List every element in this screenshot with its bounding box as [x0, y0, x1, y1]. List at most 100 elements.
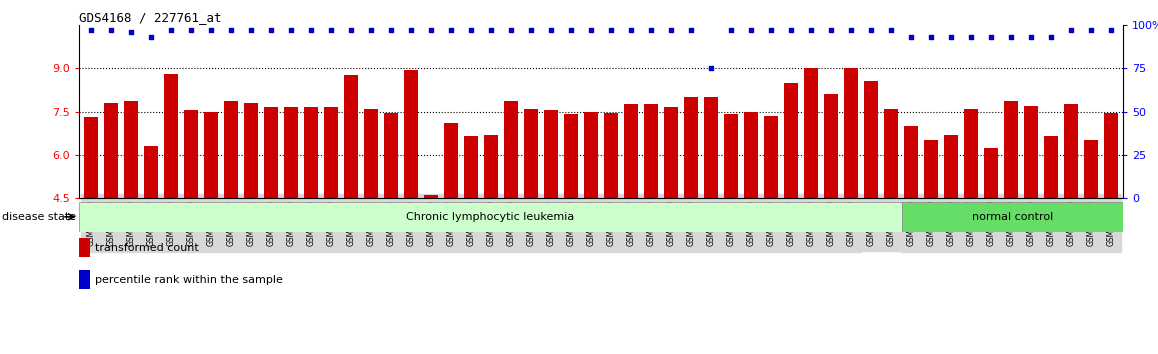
- Bar: [1064, 104, 1078, 329]
- Point: [1082, 27, 1100, 33]
- Point: [501, 27, 520, 33]
- Bar: [965, 109, 979, 329]
- Point: [602, 27, 621, 33]
- Bar: [264, 107, 278, 329]
- Bar: [444, 123, 457, 329]
- Bar: [204, 112, 218, 329]
- Point: [742, 27, 761, 33]
- Point: [182, 27, 200, 33]
- Point: [361, 27, 380, 33]
- Bar: [344, 75, 358, 329]
- Point: [462, 27, 481, 33]
- Point: [301, 27, 320, 33]
- Bar: [1105, 113, 1119, 329]
- Bar: [79, 238, 90, 257]
- Bar: [564, 114, 578, 329]
- Point: [682, 27, 701, 33]
- Point: [281, 27, 300, 33]
- Bar: [704, 97, 718, 329]
- Bar: [223, 101, 237, 329]
- Point: [902, 34, 921, 40]
- Point: [402, 27, 420, 33]
- Bar: [303, 107, 317, 329]
- Bar: [1084, 141, 1098, 329]
- Bar: [504, 101, 518, 329]
- Bar: [904, 126, 918, 329]
- Text: GDS4168 / 227761_at: GDS4168 / 227761_at: [79, 11, 221, 24]
- Point: [1062, 27, 1080, 33]
- Bar: [324, 107, 338, 329]
- Text: disease state: disease state: [2, 212, 76, 222]
- Point: [922, 34, 940, 40]
- Point: [1002, 34, 1020, 40]
- Bar: [944, 135, 958, 329]
- Bar: [684, 97, 698, 329]
- Point: [482, 27, 500, 33]
- Bar: [1004, 101, 1018, 329]
- Bar: [924, 141, 938, 329]
- Point: [322, 27, 340, 33]
- Bar: [885, 109, 899, 329]
- Bar: [384, 113, 398, 329]
- Point: [882, 27, 901, 33]
- Point: [81, 27, 100, 33]
- Point: [562, 27, 580, 33]
- Point: [622, 27, 640, 33]
- Point: [122, 29, 140, 35]
- Bar: [544, 110, 558, 329]
- Point: [982, 34, 1001, 40]
- Bar: [824, 94, 838, 329]
- Bar: [664, 107, 679, 329]
- Text: normal control: normal control: [973, 212, 1054, 222]
- Point: [581, 27, 600, 33]
- Bar: [83, 117, 97, 329]
- Point: [262, 27, 280, 33]
- Bar: [163, 74, 178, 329]
- Point: [422, 27, 440, 33]
- Point: [842, 27, 860, 33]
- Bar: [523, 109, 538, 329]
- Point: [822, 27, 841, 33]
- Bar: [364, 109, 378, 329]
- Bar: [804, 68, 818, 329]
- Point: [642, 27, 660, 33]
- Point: [342, 27, 360, 33]
- Point: [141, 34, 160, 40]
- Bar: [724, 114, 738, 329]
- Point: [382, 27, 401, 33]
- Point: [762, 27, 780, 33]
- Bar: [902, 202, 1123, 232]
- Bar: [404, 70, 418, 329]
- Bar: [284, 107, 298, 329]
- Bar: [424, 195, 438, 329]
- Bar: [644, 104, 658, 329]
- Point: [661, 27, 680, 33]
- Bar: [784, 82, 798, 329]
- Point: [962, 34, 981, 40]
- Point: [721, 27, 740, 33]
- Bar: [745, 112, 758, 329]
- Bar: [484, 135, 498, 329]
- Bar: [584, 112, 598, 329]
- Point: [161, 27, 179, 33]
- Bar: [844, 68, 858, 329]
- Bar: [104, 103, 118, 329]
- Bar: [184, 110, 198, 329]
- Bar: [79, 202, 902, 232]
- Point: [542, 27, 560, 33]
- Point: [441, 27, 460, 33]
- Point: [522, 27, 541, 33]
- Text: Chronic lymphocytic leukemia: Chronic lymphocytic leukemia: [406, 212, 574, 222]
- Point: [102, 27, 120, 33]
- Bar: [864, 81, 878, 329]
- Point: [862, 27, 880, 33]
- Bar: [244, 103, 258, 329]
- Bar: [144, 146, 157, 329]
- Bar: [79, 270, 90, 289]
- Point: [201, 27, 220, 33]
- Point: [941, 34, 960, 40]
- Bar: [764, 116, 778, 329]
- Bar: [1024, 106, 1039, 329]
- Text: percentile rank within the sample: percentile rank within the sample: [95, 275, 283, 285]
- Bar: [984, 148, 998, 329]
